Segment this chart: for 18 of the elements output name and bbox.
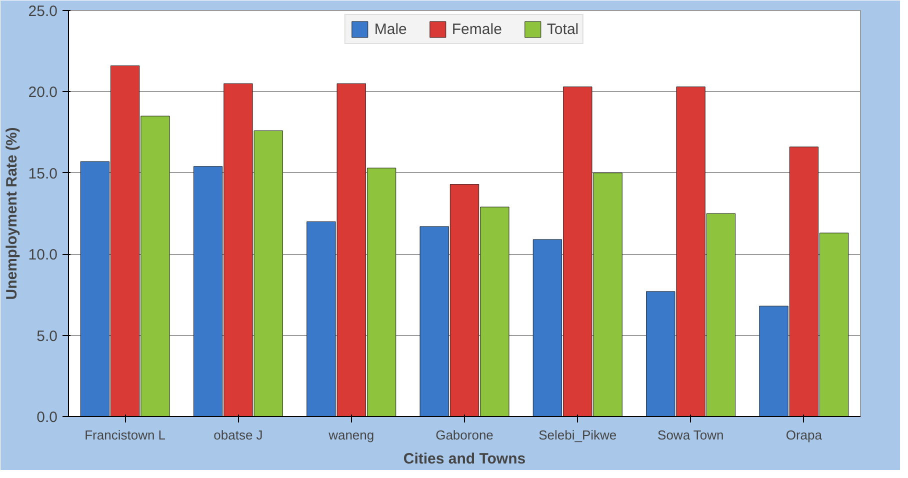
- x-tick-label: obatse J: [214, 428, 263, 442]
- y-tick-label: 0.0: [36, 409, 58, 426]
- legend-label: Female: [452, 20, 502, 38]
- x-tick-label: Sowa Town: [658, 428, 724, 442]
- x-tick-label: Francistown L: [84, 428, 166, 442]
- y-tick-label: 20.0: [28, 84, 58, 102]
- x-tick-label: Gaborone: [436, 428, 494, 442]
- y-axis-title: Unemployment Rate (%): [3, 127, 20, 300]
- y-tick-label: 10.0: [28, 246, 58, 264]
- x-axis-title: Cities and Towns: [403, 450, 526, 468]
- x-tick-label: waneng: [328, 428, 374, 442]
- x-tick-label: Selebi_Pikwe: [538, 428, 617, 442]
- y-tick-label: 25.0: [28, 3, 58, 20]
- x-tick-label: Orapa: [786, 428, 823, 442]
- y-tick-label: 15.0: [28, 165, 58, 182]
- legend-label: Male: [374, 20, 407, 38]
- y-tick-label: 5.0: [36, 328, 58, 345]
- legend-label: Total: [546, 20, 579, 38]
